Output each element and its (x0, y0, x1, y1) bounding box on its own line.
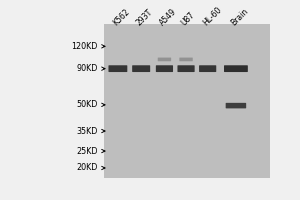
FancyBboxPatch shape (178, 65, 195, 72)
Text: 20KD: 20KD (76, 163, 98, 172)
Text: 25KD: 25KD (76, 147, 98, 156)
FancyBboxPatch shape (226, 103, 246, 108)
Text: 90KD: 90KD (76, 64, 98, 73)
FancyBboxPatch shape (156, 65, 173, 72)
Text: K562: K562 (112, 8, 132, 28)
Bar (104, 24, 270, 178)
Text: HL-60: HL-60 (201, 6, 224, 28)
Text: 35KD: 35KD (76, 127, 98, 136)
FancyBboxPatch shape (199, 65, 216, 72)
Text: Brain: Brain (230, 7, 250, 28)
FancyBboxPatch shape (158, 58, 171, 61)
FancyBboxPatch shape (109, 65, 127, 72)
Text: A549: A549 (158, 7, 178, 28)
Text: 120KD: 120KD (72, 42, 98, 51)
FancyBboxPatch shape (224, 65, 248, 72)
Text: 293T: 293T (135, 8, 155, 28)
Text: U87: U87 (180, 11, 197, 28)
Text: 50KD: 50KD (76, 100, 98, 109)
FancyBboxPatch shape (132, 65, 150, 72)
FancyBboxPatch shape (179, 58, 193, 61)
